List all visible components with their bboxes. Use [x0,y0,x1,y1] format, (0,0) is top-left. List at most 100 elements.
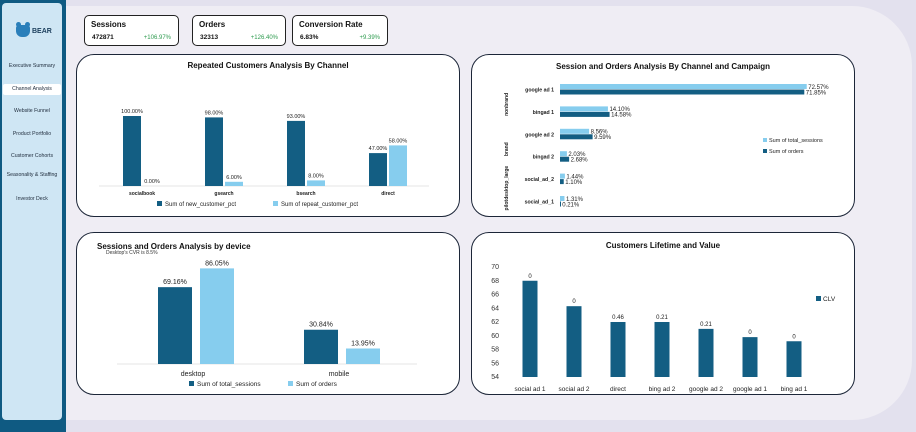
legend-swatch [288,381,293,386]
legend-label: CLV [823,296,836,303]
legend-label: Sum of orders [769,149,804,155]
x-tick-label: bsearch [296,191,315,197]
bar [742,337,758,377]
x-tick-label: socialbook [129,191,155,197]
bar [287,120,305,186]
x-tick-label: direct [610,386,626,393]
x-tick-label: desktop [181,371,206,378]
legend-swatch [273,201,278,206]
bear-icon [16,22,30,37]
kpi-delta: +126.40% [250,35,278,41]
chart-title: Repeated Customers Analysis By Channel [187,61,349,70]
chart-title: Customers Lifetime and Value [605,241,721,250]
bar [346,348,380,364]
legend-label: Sum of new_customer_pct [165,202,236,208]
legend-swatch [763,138,767,142]
bar [560,89,805,95]
kpi-card-conversion-rate: Conversion Rate 6.83% +9.39% [292,15,388,46]
kpi-card-sessions: Sessions 472871 +106.97% [84,15,179,46]
data-label: 14.58% [611,113,632,119]
y-tick-label: 60 [491,333,499,340]
legend-swatch [763,149,767,153]
data-label: 9.59% [594,135,612,141]
data-label: 98.00% [205,110,224,116]
sidebar-item-product-portfolio[interactable]: Product Portfolio [12,131,52,137]
channel-campaign-chart-panel: Session and Orders Analysis By Channel a… [471,54,855,217]
bar [560,173,565,179]
y-tick-label: bingad 2 [533,155,554,161]
legend-label: Sum of total_sessions [769,138,823,144]
data-label: 2.68% [571,158,589,164]
kpi-value: 6.83% [300,34,319,41]
data-label: 0.00% [144,179,160,185]
data-label: 86.05% [205,260,229,267]
x-tick-label: mobile [329,371,350,378]
data-label: 13.95% [351,341,375,348]
brand-logo[interactable]: BEAR [16,22,52,37]
y-tick-label: social_ad_1 [525,200,555,206]
y-tick-label: 62 [491,319,499,326]
bar [560,134,593,140]
bar [560,84,807,89]
data-label: 0 [528,274,532,280]
clv-chart: 54 56 58 60 62 64 66 68 70 0 social ad 1 0 social ad… [491,264,836,393]
y-tick-label: google ad 2 [525,132,554,138]
sidebar-item-website-funnel[interactable]: Website Funnel [14,108,50,114]
data-label: 47.00% [369,146,388,152]
bar [369,153,387,186]
device-chart-panel: Sessions and Orders Analysis by device D… [76,232,460,395]
bar [158,287,192,364]
data-label: 6.00% [226,175,242,181]
sidebar-item-channel-analysis[interactable]: Channel Analysis [3,84,61,95]
sidebar-item-customer-cohorts[interactable]: Customer Cohorts [10,153,54,159]
data-label: 93.00% [287,114,306,120]
x-tick-label: social ad 2 [558,386,589,393]
kpi-title: Sessions [91,20,127,29]
bar [560,106,608,112]
bar [698,328,714,377]
y-tick-label: bingad 1 [533,110,554,116]
bar [786,341,802,377]
kpi-delta: +9.39% [359,35,380,41]
legend-label: Sum of repeat_customer_pct [281,202,358,208]
bar [225,181,243,186]
group-label: brand [504,142,510,156]
bar [560,179,564,185]
device-chart: 69.16% 86.05% desktop 30.84% 13.95% mobile Sum… [117,260,417,388]
kpi-card-orders: Orders 32313 +126.40% [192,15,286,46]
y-tick-label: social_ad_2 [525,177,555,183]
data-label: 100.00% [121,109,143,115]
y-tick-label: google ad 1 [525,88,554,94]
bar [560,128,590,134]
kpi-delta: +106.97% [143,35,171,41]
bar [304,329,338,364]
sidebar-item-executive-summary[interactable]: Executive Summary [8,63,56,69]
data-label: 0.21 [700,322,712,328]
data-label: 71.85% [806,90,827,96]
y-tick-label: 54 [491,374,499,381]
x-tick-label: bing ad 2 [649,386,676,393]
repeat-customers-chart-panel: Repeated Customers Analysis By Channel 1… [76,54,460,217]
legend-swatch [816,296,821,301]
data-label: 0.21 [656,315,668,321]
kpi-title: Conversion Rate [299,20,363,29]
legend-label: Sum of orders [296,381,338,388]
sidebar-item-seasonality-staffing[interactable]: Seasonality & Staffing [6,172,58,178]
data-label: 30.84% [309,322,333,329]
bar [654,322,670,377]
data-label: 72.57% [808,85,829,91]
bar [200,268,234,364]
sidebar-item-investor-deck[interactable]: Investor Deck [16,196,48,202]
repeat-customers-chart: 100.00% 0.00% socialbook 98.00% 6.00% gsearch… [99,109,429,208]
data-label: 14.10% [609,107,630,113]
legend-swatch [189,381,194,386]
group-label: desktop_large [504,166,510,200]
data-label: 0 [748,330,752,336]
group-label: pilot [504,200,510,211]
x-tick-label: bing ad 1 [781,386,808,393]
data-label: 0 [792,334,796,340]
bar [560,196,565,201]
bar [610,322,626,377]
data-label: 1.31% [566,197,584,203]
bar [389,145,407,186]
